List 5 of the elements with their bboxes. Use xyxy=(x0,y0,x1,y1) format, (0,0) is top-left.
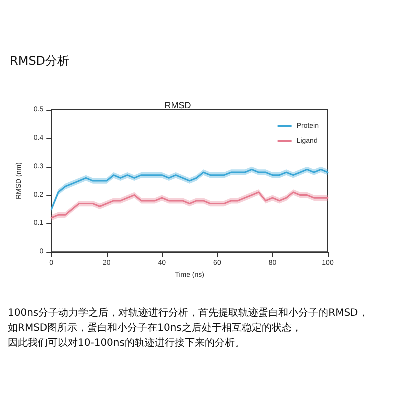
chart-title: RMSD xyxy=(164,100,192,110)
text: RMSD分析 xyxy=(9,53,71,70)
text: 如RMSD图所示，蛋白和小分子在10ns之后处于相互稳定的状态， xyxy=(8,322,303,336)
text: 因此我们可以对10-100ns的轨迹进行接下来的分析。 xyxy=(8,336,246,351)
text: 100ns分子动力学之后，对轨迹进行分析，首先提取轨迹蛋白和小分子的RMSD， xyxy=(8,306,370,321)
